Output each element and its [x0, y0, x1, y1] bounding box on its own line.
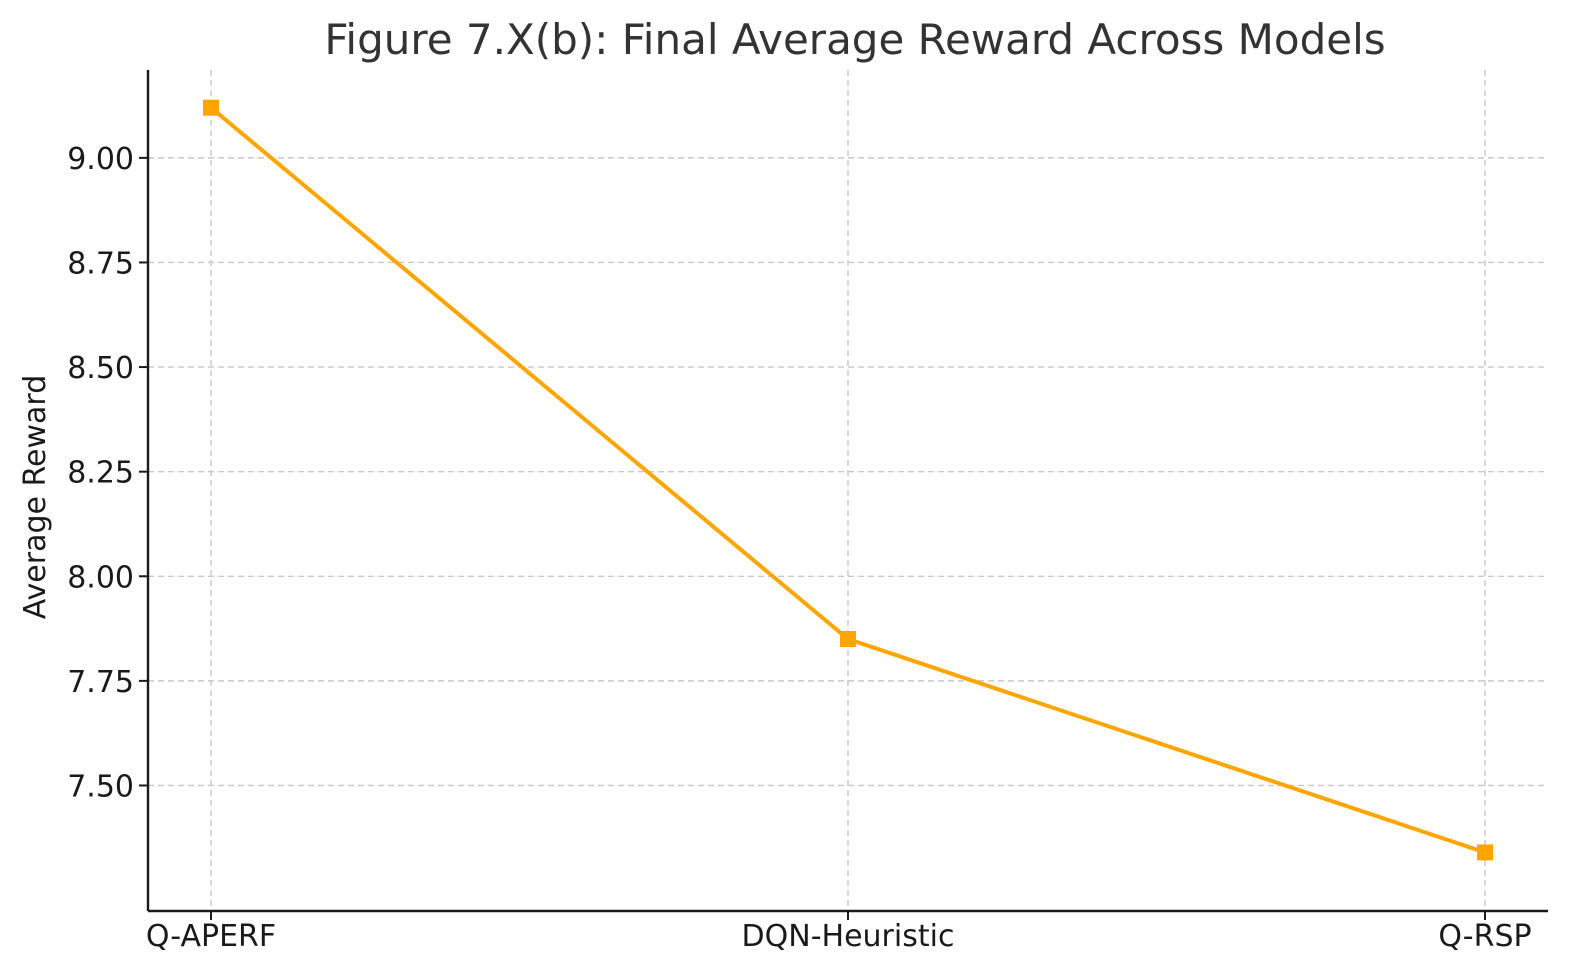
- data-point: [840, 631, 856, 648]
- data-point: [1477, 844, 1493, 861]
- y-tick-label: 8.75: [67, 246, 134, 281]
- y-tick-label: 8.25: [67, 456, 134, 491]
- y-tick-label: 8.00: [67, 560, 134, 595]
- y-tick-label: 7.75: [67, 665, 134, 700]
- y-tick-label: 9.00: [67, 142, 134, 177]
- x-tick-label: Q-APERF: [146, 919, 276, 954]
- grid: [148, 70, 1548, 911]
- y-axis-ticks: 7.50 7.75 8.00 8.25 8.50 8.75 9.00: [67, 142, 148, 804]
- chart-title: Figure 7.X(b): Final Average Reward Acro…: [324, 15, 1385, 64]
- y-tick-label: 8.50: [67, 351, 134, 386]
- series-layer: [203, 99, 1493, 861]
- x-tick-label: DQN-Heuristic: [742, 919, 955, 954]
- y-axis-label: Average Reward: [18, 375, 53, 619]
- data-point: [203, 99, 219, 116]
- x-axis-ticks: Q-APERF DQN-Heuristic Q-RSP: [146, 911, 1532, 954]
- y-tick-label: 7.50: [67, 769, 134, 804]
- x-tick-label: Q-RSP: [1438, 919, 1531, 954]
